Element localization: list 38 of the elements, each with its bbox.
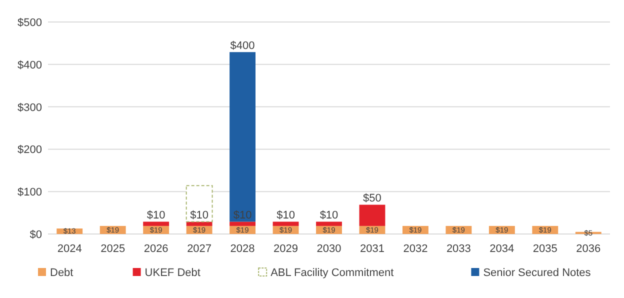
x-tick-label: 2036 (576, 243, 601, 255)
x-tick-label: 2027 (187, 243, 212, 255)
bar (230, 52, 256, 222)
y-tick-label: $0 (30, 229, 42, 241)
data-label: $10 (320, 210, 338, 222)
x-tick-label: 2026 (144, 243, 168, 255)
legend-label: ABL Facility Commitment (270, 267, 394, 279)
data-label: $10 (146, 210, 166, 222)
bar (359, 204, 386, 226)
data-label: $10 (233, 210, 252, 222)
data-label: $400 (230, 40, 255, 52)
x-tick-label: 2024 (57, 243, 82, 255)
y-tick-label: $200 (18, 144, 42, 156)
bar (316, 222, 342, 226)
x-tick-label: 2028 (230, 243, 255, 255)
x-tick-label: 2030 (316, 243, 342, 255)
data-label: $10 (190, 210, 208, 222)
x-tick-label: 2035 (532, 243, 558, 255)
x-tick-label: 2029 (274, 243, 298, 255)
x-tick-label: 2032 (403, 243, 428, 255)
bar (272, 222, 299, 226)
y-tick-label: $500 (18, 17, 42, 29)
x-tick-label: 2031 (360, 243, 384, 255)
x-tick-label: 2033 (446, 243, 471, 255)
y-tick-label: $400 (18, 59, 42, 72)
x-tick-label: 2034 (490, 243, 514, 255)
data-label: $10 (276, 210, 295, 222)
bar (186, 185, 213, 222)
bar (186, 222, 212, 226)
legend-label: Debt (50, 267, 74, 279)
bar (230, 222, 256, 226)
data-label: $50 (363, 192, 382, 205)
bar (143, 222, 170, 226)
y-tick-label: $100 (18, 186, 42, 199)
legend-label: UKEF Debt (144, 267, 200, 279)
y-tick-label: $300 (18, 102, 42, 114)
legend-label: Senior Secured Notes (483, 267, 592, 279)
x-tick-label: 2025 (100, 243, 126, 255)
